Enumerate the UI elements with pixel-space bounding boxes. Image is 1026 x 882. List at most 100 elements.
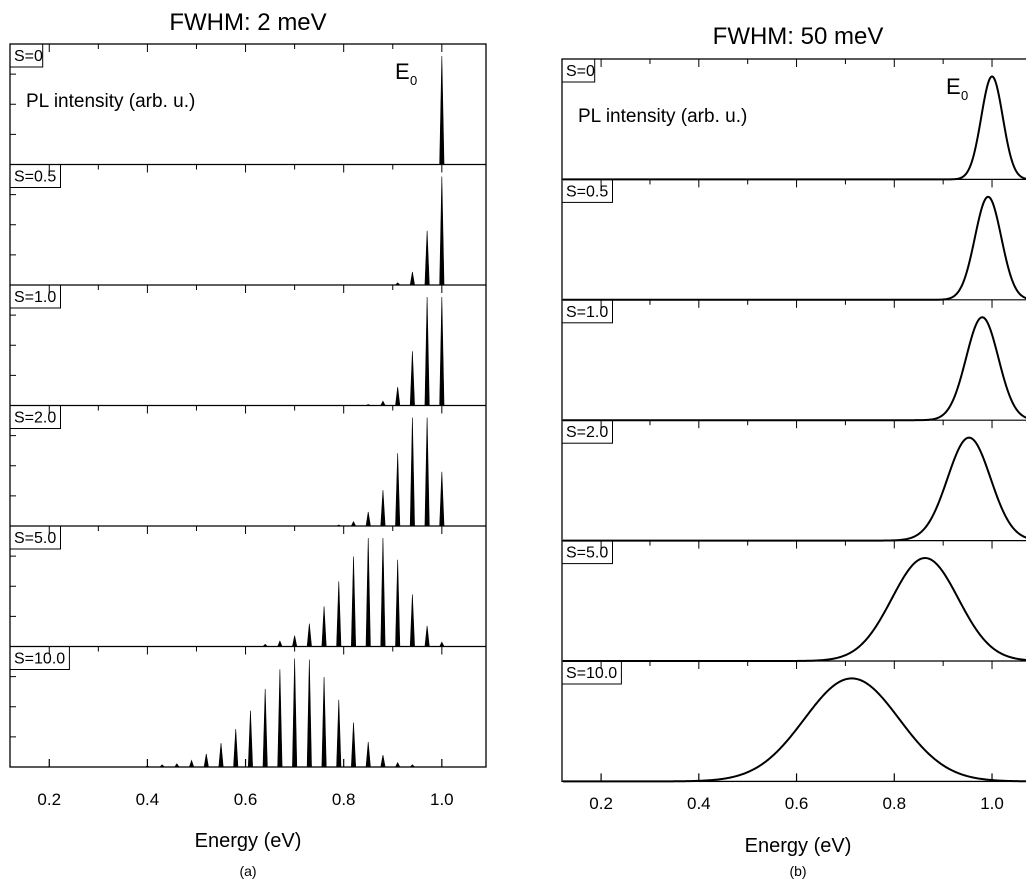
series-label-box xyxy=(561,178,613,203)
spectral-line xyxy=(409,594,415,647)
series-label: S=0 xyxy=(566,63,595,80)
series-label: S=10.0 xyxy=(566,665,617,682)
spectral-line xyxy=(321,676,327,768)
series-line xyxy=(563,677,1026,783)
spectral-line xyxy=(350,520,357,527)
peak-annotation-subscript: 0 xyxy=(410,73,417,88)
x-axis-label: Energy (eV) xyxy=(745,835,852,857)
series-label-box xyxy=(9,43,44,68)
spectral-line xyxy=(306,623,312,647)
series-label-box xyxy=(561,58,596,83)
series-label: S=1.0 xyxy=(566,304,608,321)
panel-title: FWHM: 50 meV xyxy=(713,23,884,50)
spectral-line xyxy=(277,640,283,647)
plot-area: 0.2 0.4 0.6 0.8 1.0 S=0 S=0.5 S=1.0 S=2.0 S=5.0 S=… xyxy=(9,43,487,809)
spectral-line xyxy=(350,556,357,647)
spectral-line xyxy=(439,296,445,406)
plot-area: 0.2 0.4 0.6 0.8 1.0 S=0 S=0.5 S=1.0 S=2.0 S=5.0 S=… xyxy=(561,58,1026,813)
series-label-box xyxy=(561,419,613,444)
spectral-line xyxy=(439,471,445,527)
x-tick-label: 0.2 xyxy=(589,794,613,813)
x-tick-label: 0.8 xyxy=(882,794,906,813)
spectral-line xyxy=(424,625,430,647)
panel-fwhm-50mev: FWHM: 50 meV 0.2 0.4 0.6 0.8 1.0 S=0 S=0.5 S=1.… xyxy=(561,23,1026,879)
spectral-line xyxy=(394,761,401,768)
spectral-line xyxy=(188,759,195,768)
series-label-box xyxy=(9,284,61,309)
series-label-box xyxy=(9,525,61,550)
x-tick-label: 0.8 xyxy=(332,790,356,809)
y-axis-label: PL intensity (arb. u.) xyxy=(578,106,747,127)
series-label-box xyxy=(561,660,622,685)
panel-caption: (b) xyxy=(789,863,806,879)
series-line xyxy=(563,557,1026,662)
x-tick-label: 0.4 xyxy=(687,794,711,813)
peak-annotation: E xyxy=(946,74,961,99)
spectral-line xyxy=(218,743,224,768)
series-label: S=1.0 xyxy=(14,289,56,306)
spectral-line xyxy=(306,659,312,768)
spectral-line xyxy=(395,387,401,406)
spectral-line xyxy=(380,490,386,527)
spectral-line xyxy=(409,271,415,286)
spectral-line xyxy=(380,537,386,647)
spectral-line xyxy=(409,351,415,406)
spectral-line xyxy=(277,669,283,768)
spectral-line xyxy=(424,296,430,406)
spectral-line xyxy=(424,417,430,527)
panel-fwhm-2mev: FWHM: 2 meV 0.2 0.4 0.6 0.8 1.0 S=0 S=0.5 S=1.0… xyxy=(9,9,487,879)
spectral-line xyxy=(380,400,386,406)
series-label-box xyxy=(9,164,61,188)
series-label: S=0 xyxy=(14,48,43,65)
x-tick-label: 1.0 xyxy=(430,790,454,809)
spectral-line xyxy=(424,230,430,286)
spectral-line xyxy=(439,55,445,165)
spectral-line xyxy=(174,763,180,768)
x-axis-label: Energy (eV) xyxy=(195,830,302,852)
spectral-line xyxy=(336,699,342,768)
spectral-line xyxy=(159,764,166,768)
panel-caption: (a) xyxy=(239,863,256,879)
series-line xyxy=(563,316,1026,422)
spectral-line xyxy=(365,742,371,768)
series-label-box xyxy=(9,646,70,670)
spectral-line xyxy=(233,729,239,768)
spectral-line xyxy=(365,511,371,527)
x-tick-label: 0.4 xyxy=(136,790,160,809)
peak-annotation: E xyxy=(395,59,410,84)
spectral-line xyxy=(409,764,416,768)
series-label: S=2.0 xyxy=(566,424,608,441)
peak-annotation-subscript: 0 xyxy=(961,88,968,103)
spectral-line xyxy=(350,722,357,768)
series-label-box xyxy=(9,405,61,429)
spectral-line xyxy=(395,559,401,647)
spectral-line xyxy=(292,635,298,647)
spectral-line xyxy=(145,765,150,768)
series-label: S=2.0 xyxy=(14,410,56,427)
series-label: S=0.5 xyxy=(14,169,56,186)
spectral-line xyxy=(439,176,445,286)
panel-title: FWHM: 2 meV xyxy=(169,9,326,36)
series-line xyxy=(563,436,1026,542)
series-label-box xyxy=(561,540,613,565)
spectral-line xyxy=(262,688,268,768)
x-tick-label: 1.0 xyxy=(980,794,1004,813)
spectral-line xyxy=(380,755,386,768)
spectral-line xyxy=(247,710,253,768)
y-axis-label: PL intensity (arb. u.) xyxy=(26,91,195,112)
series-line xyxy=(563,195,1026,301)
x-tick-label: 0.6 xyxy=(234,790,258,809)
series-label: S=0.5 xyxy=(566,183,608,200)
spectral-line xyxy=(439,641,445,647)
spectral-line xyxy=(321,606,327,647)
series-label: S=10.0 xyxy=(14,651,65,668)
series-label-box xyxy=(561,299,613,324)
series-label: S=5.0 xyxy=(14,530,56,547)
spectral-line xyxy=(336,581,342,647)
x-tick-label: 0.2 xyxy=(37,790,61,809)
spectral-line xyxy=(292,658,298,768)
x-tick-label: 0.6 xyxy=(785,794,809,813)
spectral-line xyxy=(203,753,209,768)
spectral-line xyxy=(365,537,371,647)
